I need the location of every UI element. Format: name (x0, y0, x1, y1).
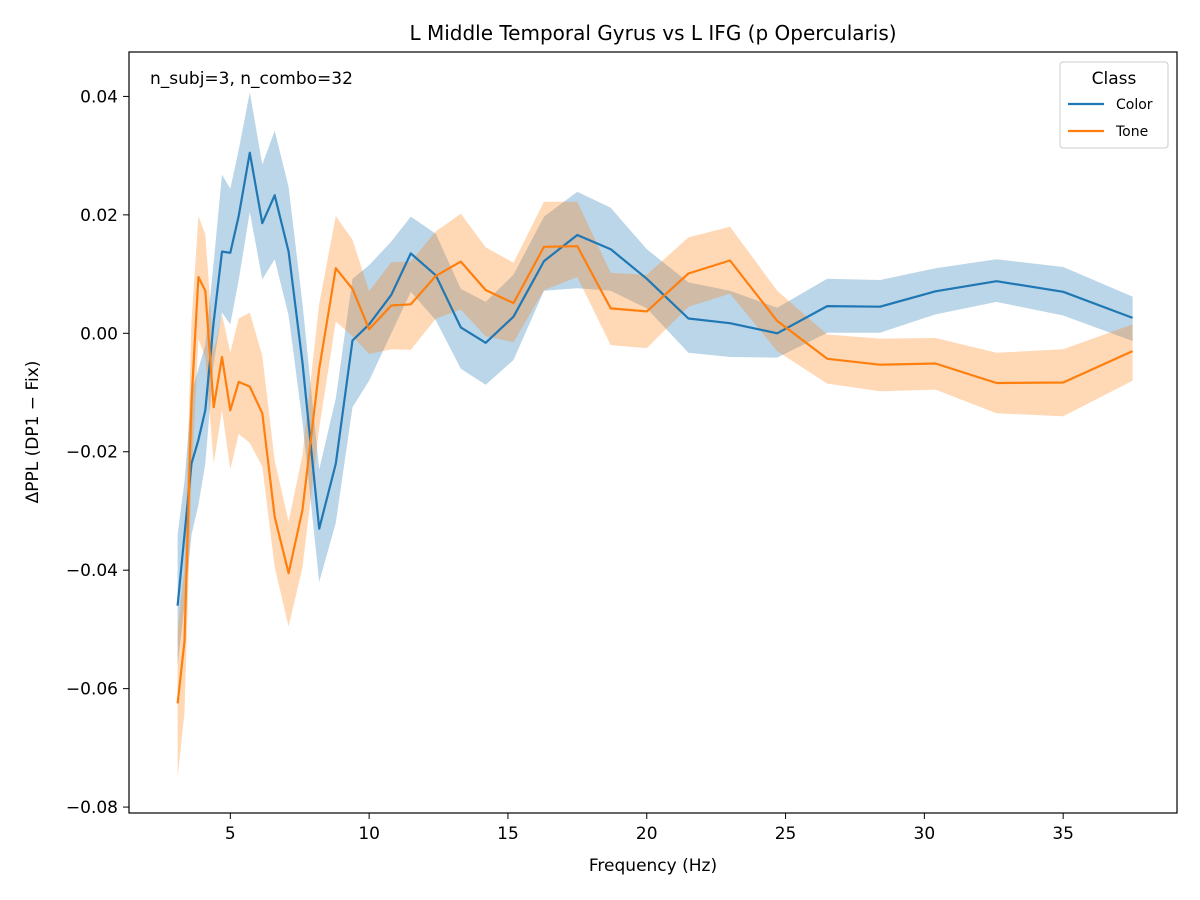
series-lines (176, 151, 1134, 704)
legend-label-tone: Tone (1115, 124, 1148, 140)
x-tick-label: 20 (636, 824, 658, 844)
sample-size-annotation: n_subj=3, n_combo=32 (150, 69, 353, 89)
chart-title: L Middle Temporal Gyrus vs L IFG (p Oper… (409, 21, 896, 45)
ci-band-color (177, 92, 1133, 665)
x-tick-label: 10 (358, 824, 380, 844)
y-tick-label: −0.06 (66, 680, 118, 700)
series-line-tone (176, 245, 1134, 704)
x-tick-label: 35 (1052, 824, 1074, 844)
x-axis-title: Frequency (Hz) (589, 856, 717, 876)
series-line-color (176, 151, 1133, 606)
x-axis-ticks: 5 10 15 20 25 30 35 (225, 813, 1074, 844)
y-axis-ticks: 0.04 0.02 0.00 −0.02 −0.04 −0.06 −0.08 (66, 87, 129, 818)
y-tick-label: −0.08 (66, 798, 118, 818)
legend: Class Color Tone (1059, 61, 1169, 149)
y-tick-label: 0.02 (80, 206, 118, 226)
legend-label-color: Color (1116, 97, 1153, 113)
y-axis-title: ΔPPL (DP1 − Fix) (23, 361, 43, 504)
legend-title: Class (1092, 69, 1137, 89)
plot-area-frame (128, 51, 1178, 814)
x-tick-label: 5 (225, 824, 236, 844)
y-tick-label: 0.04 (80, 87, 118, 107)
legend-box (1059, 61, 1169, 149)
y-tick-label: −0.02 (66, 443, 118, 463)
x-tick-label: 25 (775, 824, 797, 844)
y-tick-label: 0.00 (80, 324, 118, 344)
ci-band-tone (177, 201, 1133, 778)
x-tick-label: 15 (497, 824, 519, 844)
y-tick-label: −0.04 (66, 561, 118, 581)
x-tick-label: 30 (914, 824, 936, 844)
confidence-bands (177, 92, 1133, 778)
